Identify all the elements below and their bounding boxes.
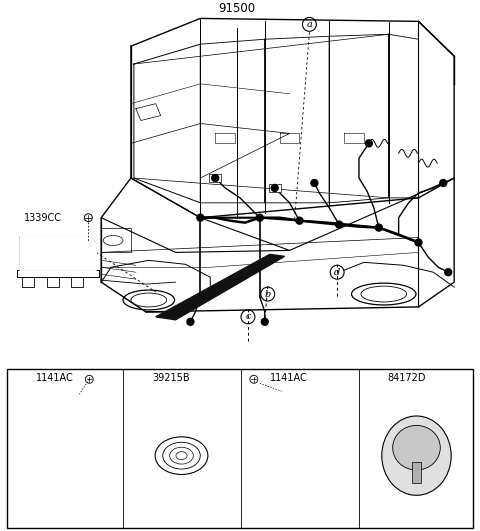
- Text: 91500: 91500: [218, 3, 255, 15]
- Ellipse shape: [382, 416, 451, 495]
- Text: a: a: [19, 374, 24, 383]
- Polygon shape: [156, 254, 285, 320]
- Polygon shape: [282, 386, 347, 520]
- Text: d: d: [334, 268, 340, 277]
- Text: c: c: [245, 312, 251, 321]
- Circle shape: [365, 140, 372, 147]
- Circle shape: [415, 239, 422, 246]
- Text: 84172D: 84172D: [388, 373, 426, 383]
- Circle shape: [296, 217, 303, 224]
- Ellipse shape: [393, 425, 440, 470]
- Circle shape: [445, 269, 452, 276]
- Circle shape: [212, 175, 219, 182]
- Circle shape: [261, 318, 268, 326]
- Circle shape: [271, 184, 278, 191]
- Text: b: b: [264, 289, 271, 298]
- Polygon shape: [22, 396, 113, 421]
- Text: a: a: [306, 20, 312, 29]
- Bar: [269, 184, 281, 192]
- Bar: [7, 370, 473, 528]
- Text: 1141AC: 1141AC: [36, 373, 73, 383]
- Circle shape: [256, 214, 264, 221]
- Text: b: b: [136, 374, 142, 383]
- Circle shape: [187, 318, 194, 326]
- Circle shape: [311, 179, 318, 186]
- Circle shape: [375, 224, 382, 231]
- Circle shape: [197, 214, 204, 221]
- Text: 1141AC: 1141AC: [270, 373, 308, 383]
- Text: d: d: [371, 374, 377, 383]
- Bar: [209, 174, 221, 182]
- Text: c: c: [253, 374, 258, 383]
- Bar: [411, 461, 421, 483]
- Text: 1339CC: 1339CC: [24, 213, 62, 222]
- Circle shape: [336, 221, 343, 228]
- Text: 39215B: 39215B: [153, 373, 191, 383]
- Polygon shape: [20, 237, 96, 270]
- Circle shape: [440, 179, 447, 186]
